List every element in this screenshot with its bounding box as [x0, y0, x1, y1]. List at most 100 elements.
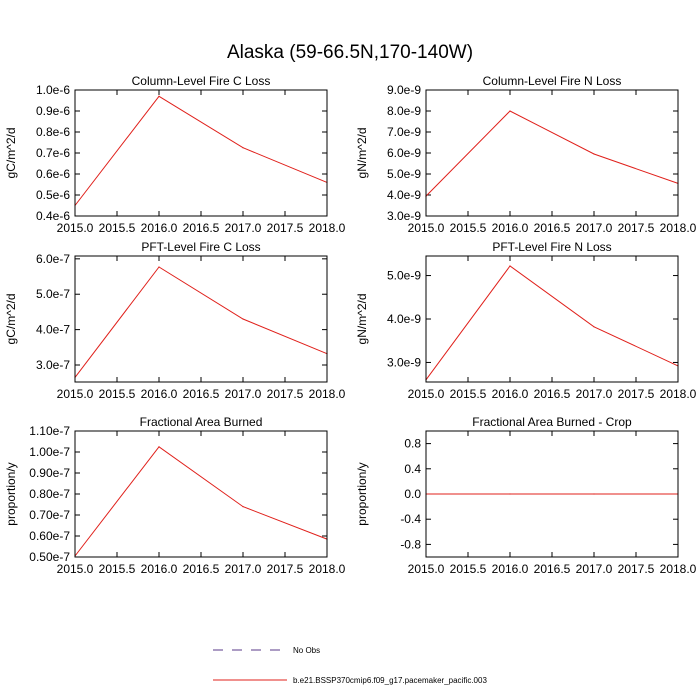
y-tick-label: 0.70e-7 [29, 508, 70, 522]
x-tick-label: 2016.0 [492, 221, 529, 235]
series-line [74, 446, 328, 557]
data-point [509, 493, 511, 495]
panel-6: Fractional Area Burned - Crop proportion/… [355, 415, 697, 576]
x-tick-label: 2017.5 [267, 562, 304, 576]
x-tick-label: 2015.0 [408, 221, 445, 235]
y-tick-label: 4.0e-9 [387, 312, 421, 326]
y-tick-label: 9.0e-9 [387, 83, 421, 97]
panel-5: Fractional Area Burned proportion/y 2015.0… [4, 415, 346, 576]
x-tick-label: 2015.5 [450, 562, 487, 576]
series-line [74, 266, 328, 378]
y-tick-label: 0.90e-7 [29, 466, 70, 480]
x-tick-label: 2015.0 [57, 221, 94, 235]
plot-frame [74, 255, 328, 383]
x-tick-label: 2018.0 [660, 562, 697, 576]
y-axis-label: gN/m^2/d [355, 128, 369, 179]
data-point [509, 110, 511, 112]
x-tick-label: 2017.5 [618, 221, 655, 235]
panel-title: Fractional Area Burned [140, 415, 263, 429]
y-tick-label: 5.0e-9 [387, 167, 421, 181]
y-tick-label: 0.4 [404, 462, 421, 476]
x-tick-label: 2016.0 [141, 562, 178, 576]
data-point [158, 446, 160, 448]
data-point [158, 95, 160, 97]
series-line [74, 95, 328, 206]
y-tick-label: 3.0e-9 [387, 209, 421, 223]
y-tick-label: 0.8 [404, 437, 421, 451]
y-axis-label: gN/m^2/d [355, 294, 369, 345]
y-axis-label: proportion/y [355, 462, 369, 525]
plot-frame [74, 430, 328, 558]
x-tick-label: 2017.5 [618, 562, 655, 576]
x-tick-label: 2015.0 [57, 387, 94, 401]
y-tick-label: 3.0e-7 [36, 358, 70, 372]
legend-label-no-obs: No Obs [293, 646, 320, 655]
y-tick-label: 0.50e-7 [29, 550, 70, 564]
x-tick-label: 2015.5 [99, 221, 136, 235]
y-tick-label: 0.7e-6 [36, 146, 70, 160]
panel-title: Column-Level Fire N Loss [483, 74, 622, 88]
x-tick-label: 2017.0 [576, 221, 613, 235]
x-tick-label: 2016.5 [183, 221, 220, 235]
x-tick-label: 2016.5 [534, 562, 571, 576]
y-tick-label: 8.0e-9 [387, 104, 421, 118]
plot-frame [74, 89, 328, 217]
x-tick-label: 2017.0 [225, 387, 262, 401]
x-tick-label: 2018.0 [309, 387, 346, 401]
y-tick-label: 3.0e-9 [387, 355, 421, 369]
plot-frame [425, 430, 679, 558]
panel-title: Fractional Area Burned - Crop [472, 415, 632, 429]
y-tick-label: 0.6e-6 [36, 167, 70, 181]
x-tick-label: 2017.5 [618, 387, 655, 401]
x-tick-label: 2015.0 [408, 562, 445, 576]
data-point [593, 326, 595, 328]
x-tick-label: 2016.0 [492, 387, 529, 401]
y-tick-label: -0.8 [400, 537, 421, 551]
x-tick-label: 2016.0 [141, 221, 178, 235]
data-point [158, 266, 160, 268]
panel-1: Column-Level Fire C Loss gC/m^2/d 2015.0 20… [4, 74, 346, 235]
y-axis-label: gC/m^2/d [4, 294, 18, 345]
x-tick-label: 2018.0 [660, 387, 697, 401]
y-tick-label: 0.0 [404, 487, 421, 501]
x-tick-label: 2017.0 [576, 387, 613, 401]
x-tick-label: 2016.5 [534, 221, 571, 235]
y-tick-label: 5.0e-9 [387, 269, 421, 283]
y-tick-label: 0.8e-6 [36, 125, 70, 139]
y-axis-label: gC/m^2/d [4, 128, 18, 179]
panel-3: PFT-Level Fire C Loss gC/m^2/d 2015.0 2015.… [4, 240, 346, 401]
x-tick-label: 2016.5 [183, 562, 220, 576]
plot-frame [425, 255, 679, 383]
x-tick-label: 2017.0 [225, 221, 262, 235]
x-tick-label: 2017.0 [225, 562, 262, 576]
data-point [593, 493, 595, 495]
series-line [425, 265, 679, 381]
plot-frame [425, 89, 679, 217]
x-tick-label: 2015.0 [57, 562, 94, 576]
data-point [242, 318, 244, 320]
x-tick-label: 2017.0 [576, 562, 613, 576]
x-tick-label: 2016.0 [141, 387, 178, 401]
y-tick-label: 0.4e-6 [36, 209, 70, 223]
y-tick-label: -0.4 [400, 512, 421, 526]
x-tick-label: 2017.5 [267, 221, 304, 235]
y-tick-label: 4.0e-9 [387, 188, 421, 202]
y-tick-label: 0.60e-7 [29, 529, 70, 543]
y-tick-label: 1.0e-6 [36, 83, 70, 97]
panels: Column-Level Fire C Loss gC/m^2/d 2015.0 20… [4, 74, 697, 576]
y-tick-label: 0.9e-6 [36, 104, 70, 118]
y-tick-label: 0.80e-7 [29, 487, 70, 501]
data-point [242, 147, 244, 149]
y-tick-label: 0.5e-6 [36, 188, 70, 202]
data-point [593, 153, 595, 155]
x-tick-label: 2015.5 [450, 221, 487, 235]
x-tick-label: 2016.5 [183, 387, 220, 401]
legend-label-model: b.e21.BSSP370cmip6.f09_g17.pacemaker_pac… [293, 676, 487, 685]
panel-title: PFT-Level Fire C Loss [141, 240, 260, 254]
y-tick-label: 6.0e-9 [387, 146, 421, 160]
y-tick-label: 4.0e-7 [36, 323, 70, 337]
series-line [425, 110, 679, 197]
x-tick-label: 2018.0 [309, 562, 346, 576]
legend: No Obs b.e21.BSSP370cmip6.f09_g17.pacema… [213, 646, 487, 685]
